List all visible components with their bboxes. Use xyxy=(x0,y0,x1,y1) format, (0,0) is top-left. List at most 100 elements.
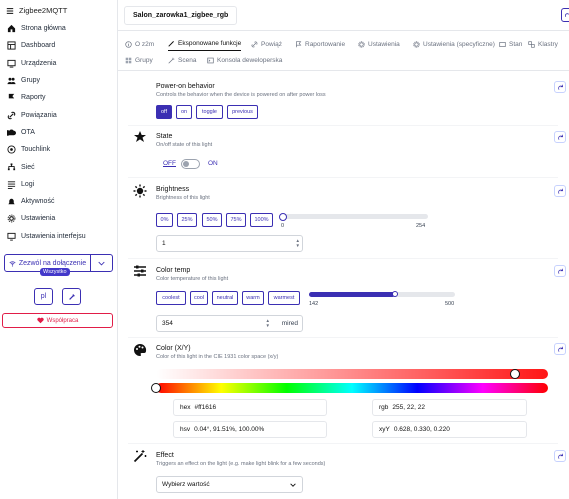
tab-dev-console[interactable]: Konsola deweloperska xyxy=(207,53,282,67)
effect-title: Effect xyxy=(156,452,174,459)
power-on-off-button[interactable]: off xyxy=(156,105,172,119)
brightness-slider-thumb[interactable] xyxy=(278,212,287,221)
color-hue-slider[interactable] xyxy=(156,383,548,393)
color-temp-warm[interactable]: warm xyxy=(242,291,264,305)
color-temp-neutral[interactable]: neutral xyxy=(212,291,238,305)
color-temp-slider-thumb[interactable] xyxy=(392,290,399,297)
tab-reporting[interactable]: Raportowanie xyxy=(295,37,345,51)
sidebar-item-6[interactable]: OTA xyxy=(0,124,117,141)
flag-icon xyxy=(296,40,302,47)
power-on-toggle-button[interactable]: toggle xyxy=(196,105,223,119)
tab-specific-settings[interactable]: Ustawienia (specyficzne) xyxy=(413,37,495,51)
brightness-preset-50[interactable]: 50% xyxy=(202,213,222,227)
sidebar-item-label: Logi xyxy=(21,180,35,188)
refresh-icon xyxy=(557,188,563,194)
permit-target-badge: Wszystko xyxy=(40,268,70,276)
cooperation-button[interactable]: Współpraca xyxy=(2,313,113,328)
sidebar-item-label: OTA xyxy=(21,128,35,136)
state-on-label[interactable]: ON xyxy=(208,160,218,167)
exposes-panel: Power-on behavior Controls the behavior … xyxy=(118,71,569,499)
chevron-down-icon xyxy=(98,261,105,266)
brightness-preset-0[interactable]: 0% xyxy=(156,213,173,227)
color-hsv-input[interactable]: hsv 0.04°, 91.51%, 100.00% xyxy=(173,421,327,438)
refresh-icon xyxy=(557,453,563,459)
divider xyxy=(128,177,558,178)
effect-select[interactable]: Wybierz wartość xyxy=(156,476,303,493)
sidebar-item-7[interactable]: Touchlink xyxy=(0,141,117,158)
stepper-icon[interactable]: ▲ ▼ xyxy=(295,238,300,248)
sidebar-item-3[interactable]: Grupy xyxy=(0,72,117,89)
state-refresh-button[interactable] xyxy=(554,131,566,143)
color-temp-cool[interactable]: cool xyxy=(190,291,208,305)
sidebar-item-2[interactable]: Urządzenia xyxy=(0,55,117,72)
wifi-icon xyxy=(9,260,16,267)
state-off-label[interactable]: OFF xyxy=(163,160,176,167)
brightness-preset-25[interactable]: 25% xyxy=(177,213,197,227)
home-icon xyxy=(7,25,16,33)
tab-exposes[interactable]: Eksponowane funkcje xyxy=(168,37,242,51)
power-on-refresh-button[interactable] xyxy=(554,81,566,93)
sidebar-item-label: Urządzenia xyxy=(21,59,57,67)
tab-settings[interactable]: Ustawienia xyxy=(358,37,400,51)
permit-join-button[interactable]: Zezwól na dołączenie xyxy=(5,255,90,271)
menu-icon[interactable] xyxy=(6,7,14,15)
sidebar-item-11[interactable]: Ustawienia xyxy=(0,210,117,227)
color-temp-coolest[interactable]: coolest xyxy=(156,291,186,305)
color-xy-refresh-button[interactable] xyxy=(554,343,566,355)
divider xyxy=(128,258,558,259)
permit-join-dropdown[interactable] xyxy=(90,255,112,271)
state-toggle[interactable] xyxy=(181,159,200,169)
device-tabs: O z2m Eksponowane funkcje Powiąż Raporto… xyxy=(118,31,569,71)
dashboard-icon xyxy=(7,41,16,50)
sidebar-item-8[interactable]: Sieć xyxy=(0,158,117,175)
power-on-on-button[interactable]: on xyxy=(176,105,192,119)
touchlink-icon xyxy=(7,145,16,154)
brightness-input[interactable]: 1 ▲ ▼ xyxy=(156,235,303,252)
state-star-icon xyxy=(134,131,146,142)
tab-clusters[interactable]: Klastry xyxy=(528,37,558,51)
tab-bind[interactable]: Powiąż xyxy=(251,37,282,51)
reports-icon xyxy=(8,94,15,102)
sidebar-item-label: Touchlink xyxy=(21,146,51,154)
tab-groups[interactable]: Grupy xyxy=(125,53,153,67)
wand-icon xyxy=(168,41,174,47)
color-xyy-input[interactable]: xyY 0.628, 0.330, 0.220 xyxy=(372,421,527,438)
brightness-preset-100[interactable]: 100% xyxy=(250,213,273,227)
color-temp-refresh-button[interactable] xyxy=(554,265,566,277)
brightness-preset-75[interactable]: 75% xyxy=(226,213,246,227)
device-action-button[interactable] xyxy=(561,8,569,22)
sidebar-item-12[interactable]: Ustawienia interfejsu xyxy=(0,228,117,245)
brightness-refresh-button[interactable] xyxy=(554,185,566,197)
color-hex-input[interactable]: hex #ff1616 xyxy=(173,399,327,416)
brightness-title: Brightness xyxy=(156,186,190,193)
gears-icon xyxy=(413,40,420,48)
app-title: Zigbee2MQTT xyxy=(19,6,68,15)
effect-refresh-button[interactable] xyxy=(554,450,566,462)
sidebar-item-10[interactable]: Aktywność xyxy=(0,193,117,210)
sidebar-item-1[interactable]: Dashboard xyxy=(0,37,117,54)
color-hue-thumb[interactable] xyxy=(151,383,162,393)
color-rgb-input[interactable]: rgb 255, 22, 22 xyxy=(372,399,527,416)
tab-scene[interactable]: Scena xyxy=(168,53,196,67)
theme-button[interactable] xyxy=(62,288,81,305)
sidebar-item-9[interactable]: Logi xyxy=(0,176,117,193)
language-button[interactable]: pl xyxy=(34,288,53,305)
color-saturation-thumb[interactable] xyxy=(509,369,520,379)
bindings-icon xyxy=(7,111,16,119)
brand[interactable]: Zigbee2MQTT xyxy=(0,0,117,20)
tab-state[interactable]: Stan xyxy=(499,37,522,51)
sidebar-item-5[interactable]: Powiązania xyxy=(0,106,117,123)
divider xyxy=(128,125,558,126)
color-saturation-slider[interactable] xyxy=(156,369,548,379)
power-on-previous-button[interactable]: previous xyxy=(227,105,258,119)
color-temp-warmest[interactable]: warmest xyxy=(268,291,300,305)
brightness-slider-track[interactable] xyxy=(282,214,428,219)
sidebar-item-0[interactable]: Strona główna xyxy=(0,20,117,37)
stepper-icon[interactable]: ▲ ▼ xyxy=(265,318,270,328)
sidebar-item-4[interactable]: Raporty xyxy=(0,89,117,106)
tab-about[interactable]: O z2m xyxy=(125,37,154,51)
sidebar-item-label: Sieć xyxy=(21,163,35,171)
color-temp-input[interactable]: 354 ▲ ▼ mired xyxy=(156,315,303,332)
color-temp-min-label: 142 xyxy=(309,301,319,307)
sidebar-item-label: Dashboard xyxy=(21,42,56,50)
